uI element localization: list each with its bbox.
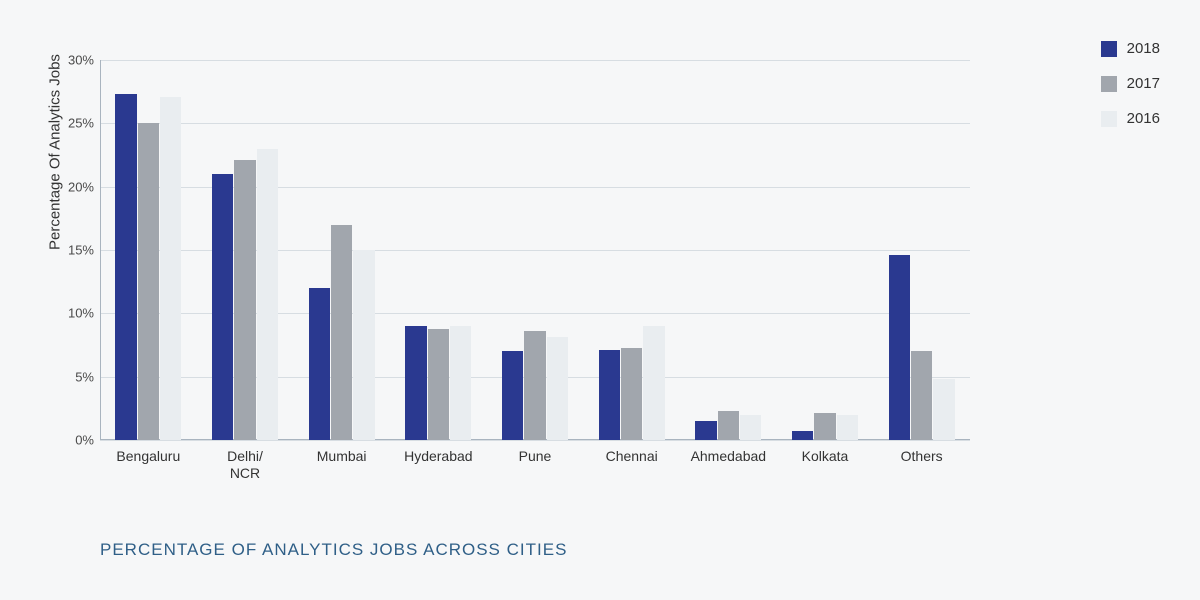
legend-swatch-2017 xyxy=(1101,76,1117,92)
bar-pune-2016 xyxy=(547,337,568,440)
stage: 0%5%10%15%20%25%30% BengaluruDelhi/ NCRM… xyxy=(0,0,1200,600)
x-tick-label-others: Others xyxy=(873,448,970,465)
bar-ahmedabad-2016 xyxy=(740,415,761,440)
x-tick-label-hyderabad: Hyderabad xyxy=(390,448,487,465)
bar-others-2016 xyxy=(933,379,954,440)
bar-mumbai-2018 xyxy=(309,288,330,440)
category-group-mumbai: Mumbai xyxy=(293,60,390,440)
category-group-pune: Pune xyxy=(487,60,584,440)
category-group-chennai: Chennai xyxy=(583,60,680,440)
bar-ahmedabad-2018 xyxy=(695,421,716,440)
x-tick-label-bengaluru: Bengaluru xyxy=(100,448,197,465)
bar-others-2018 xyxy=(889,255,910,440)
category-group-ahmedabad: Ahmedabad xyxy=(680,60,777,440)
bar-kolkata-2018 xyxy=(792,431,813,440)
legend-swatch-2018 xyxy=(1101,41,1117,57)
y-tick-label: 30% xyxy=(68,53,94,68)
bar-mumbai-2016 xyxy=(353,250,374,440)
bar-pune-2018 xyxy=(502,351,523,440)
y-tick-label: 0% xyxy=(75,433,94,448)
bar-kolkata-2016 xyxy=(837,415,858,440)
y-tick-label: 5% xyxy=(75,369,94,384)
bar-kolkata-2017 xyxy=(814,413,835,440)
category-group-others: Others xyxy=(873,60,970,440)
category-group-delhi_ncr: Delhi/ NCR xyxy=(197,60,294,440)
bar-hyderabad-2017 xyxy=(428,329,449,440)
x-tick-label-chennai: Chennai xyxy=(583,448,680,465)
x-tick-label-ahmedabad: Ahmedabad xyxy=(680,448,777,465)
gridline xyxy=(100,440,970,441)
y-tick-label: 20% xyxy=(68,179,94,194)
legend: 2018 2017 2016 xyxy=(1101,40,1160,145)
bar-bengaluru-2017 xyxy=(138,123,159,440)
legend-label-2018: 2018 xyxy=(1127,40,1160,57)
bar-ahmedabad-2017 xyxy=(718,411,739,440)
chart-caption: PERCENTAGE OF ANALYTICS JOBS ACROSS CITI… xyxy=(100,540,567,560)
category-group-bengaluru: Bengaluru xyxy=(100,60,197,440)
bar-bengaluru-2018 xyxy=(115,94,136,440)
bar-mumbai-2017 xyxy=(331,225,352,440)
bar-bengaluru-2016 xyxy=(160,97,181,440)
bar-others-2017 xyxy=(911,351,932,440)
legend-swatch-2016 xyxy=(1101,111,1117,127)
x-tick-label-pune: Pune xyxy=(487,448,584,465)
legend-item-2017: 2017 xyxy=(1101,75,1160,92)
bar-chennai-2016 xyxy=(643,326,664,440)
y-tick-label: 25% xyxy=(68,116,94,131)
x-tick-label-mumbai: Mumbai xyxy=(293,448,390,465)
bar-delhi_ncr-2017 xyxy=(234,160,255,440)
bar-chennai-2018 xyxy=(599,350,620,440)
chart: 0%5%10%15%20%25%30% BengaluruDelhi/ NCRM… xyxy=(100,60,970,440)
bar-hyderabad-2018 xyxy=(405,326,426,440)
category-group-kolkata: Kolkata xyxy=(777,60,874,440)
y-axis-title: Percentage Of Analytics Jobs xyxy=(47,54,64,250)
legend-item-2016: 2016 xyxy=(1101,110,1160,127)
bar-pune-2017 xyxy=(524,331,545,440)
legend-label-2017: 2017 xyxy=(1127,75,1160,92)
y-tick-label: 15% xyxy=(68,243,94,258)
plot-area: 0%5%10%15%20%25%30% BengaluruDelhi/ NCRM… xyxy=(100,60,970,440)
bar-chennai-2017 xyxy=(621,348,642,440)
bar-hyderabad-2016 xyxy=(450,326,471,440)
x-tick-label-kolkata: Kolkata xyxy=(777,448,874,465)
category-group-hyderabad: Hyderabad xyxy=(390,60,487,440)
bars-layer: BengaluruDelhi/ NCRMumbaiHyderabadPuneCh… xyxy=(100,60,970,440)
legend-item-2018: 2018 xyxy=(1101,40,1160,57)
x-tick-label-delhi_ncr: Delhi/ NCR xyxy=(197,448,294,482)
y-tick-label: 10% xyxy=(68,306,94,321)
bar-delhi_ncr-2018 xyxy=(212,174,233,440)
legend-label-2016: 2016 xyxy=(1127,110,1160,127)
bar-delhi_ncr-2016 xyxy=(257,149,278,440)
